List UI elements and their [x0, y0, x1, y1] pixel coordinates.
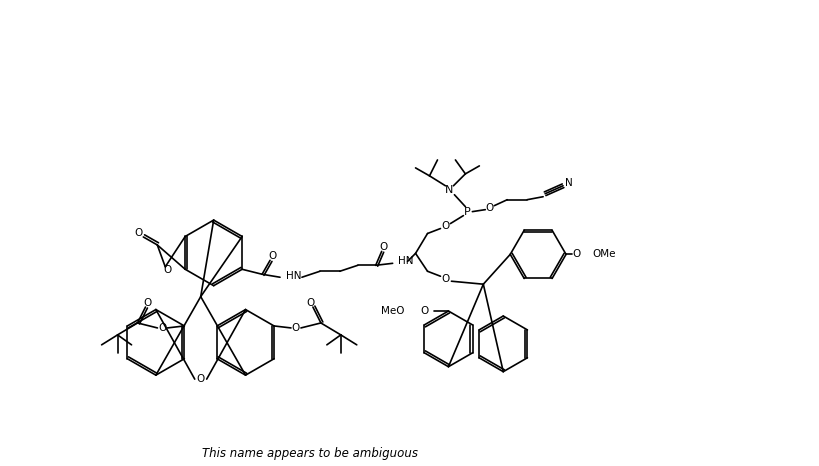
Text: This name appears to be ambiguous: This name appears to be ambiguous: [202, 447, 419, 460]
Text: O: O: [197, 374, 205, 384]
Text: O: O: [292, 323, 300, 333]
Text: O: O: [485, 203, 493, 212]
Text: O: O: [572, 249, 580, 260]
Text: N: N: [565, 178, 573, 188]
Text: MeO: MeO: [381, 306, 405, 316]
Text: N: N: [446, 185, 454, 195]
Text: HN: HN: [286, 271, 301, 281]
Text: O: O: [158, 323, 166, 333]
Text: O: O: [441, 220, 450, 231]
Text: HN: HN: [397, 256, 413, 267]
Text: P: P: [464, 206, 471, 217]
Text: O: O: [143, 298, 152, 308]
Text: O: O: [134, 228, 143, 238]
Text: O: O: [441, 274, 450, 284]
Text: O: O: [307, 298, 315, 308]
Text: O: O: [379, 242, 387, 253]
Text: O: O: [268, 251, 276, 261]
Text: OMe: OMe: [592, 249, 615, 260]
Text: O: O: [163, 265, 171, 275]
Text: O: O: [420, 306, 428, 316]
